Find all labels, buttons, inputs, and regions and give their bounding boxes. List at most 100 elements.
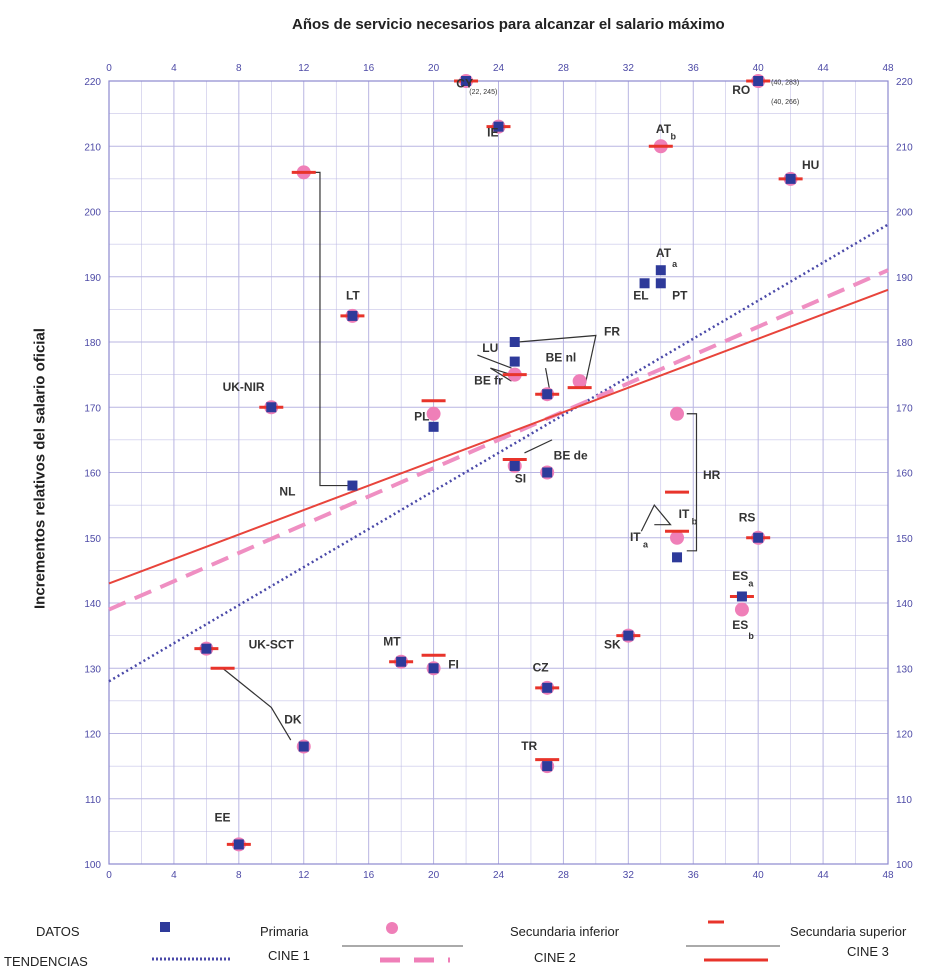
point-label: AT xyxy=(656,246,672,260)
point-datos xyxy=(639,278,650,289)
x-tick-label-top: 4 xyxy=(171,63,177,74)
x-tick-label-top: 8 xyxy=(236,63,242,74)
y-tick-label-right: 190 xyxy=(896,273,913,284)
y-tick-label-right: 210 xyxy=(896,142,913,153)
point-label: (40, 266) xyxy=(771,99,799,106)
y-tick-label-left: 190 xyxy=(84,273,101,284)
legend-secinf-label: Secundaria inferior xyxy=(510,924,620,939)
point-label: BE de xyxy=(554,448,588,462)
point-datos xyxy=(347,310,358,321)
x-tick-label-top: 12 xyxy=(298,63,310,74)
point-datos xyxy=(623,630,634,641)
point-label: a xyxy=(748,579,754,589)
x-tick-label-bottom: 16 xyxy=(363,870,375,881)
y-tick-label-right: 100 xyxy=(896,860,913,871)
y-tick-label-right: 180 xyxy=(896,338,913,349)
point-label: IT xyxy=(679,507,690,521)
point-label: IE xyxy=(487,125,498,139)
x-tick-label-top: 20 xyxy=(428,63,440,74)
point-datos xyxy=(542,467,553,478)
legend-cine3-label: CINE 3 xyxy=(847,944,889,959)
x-tick-label-top: 32 xyxy=(623,63,635,74)
point-datos xyxy=(461,76,472,86)
connector-line xyxy=(490,367,512,382)
point-label: UK-SCT xyxy=(249,638,295,652)
y-tick-label-right: 200 xyxy=(896,208,913,219)
y-tick-label-right: 120 xyxy=(896,730,913,741)
x-tick-label-bottom: 4 xyxy=(171,870,177,881)
point-label: RS xyxy=(739,510,756,524)
x-tick-label-top: 40 xyxy=(753,63,765,74)
x-tick-label-top: 44 xyxy=(818,63,830,74)
point-primaria xyxy=(426,406,441,421)
point-datos xyxy=(753,76,764,86)
legend-tendencias-label: TENDENCIAS xyxy=(4,954,88,969)
point-datos xyxy=(509,337,520,347)
point-datos xyxy=(493,121,504,132)
point-datos xyxy=(542,761,553,772)
legend: DATOS TENDENCIAS Primaria CINE 1 Secunda… xyxy=(0,918,939,974)
point-label: RO xyxy=(732,83,750,97)
x-tick-label-top: 24 xyxy=(493,63,505,74)
point-label: HR xyxy=(703,468,721,482)
connector-line xyxy=(640,504,672,532)
point-label: BE fr xyxy=(474,373,503,387)
y-tick-label-left: 200 xyxy=(84,208,101,219)
plot-frame xyxy=(108,80,889,865)
y-tick-label-left: 150 xyxy=(84,534,101,545)
legend-datos-marker xyxy=(160,922,170,932)
point-datos xyxy=(428,663,439,674)
x-tick-label-bottom: 48 xyxy=(882,870,894,881)
point-datos xyxy=(753,532,764,543)
x-tick-label-bottom: 28 xyxy=(558,870,570,881)
point-primaria xyxy=(670,530,685,545)
y-tick-label-left: 210 xyxy=(84,142,101,153)
point-datos xyxy=(509,356,520,367)
x-tick-label-bottom: 24 xyxy=(493,870,505,881)
point-label: IT xyxy=(630,530,641,544)
point-label: CY xyxy=(456,77,473,91)
tick-labels: 0044881212161620202424282832323636404044… xyxy=(84,63,913,881)
point-label: AT xyxy=(656,122,672,136)
connector-line xyxy=(686,413,698,552)
x-tick-label-top: 16 xyxy=(363,63,375,74)
trend-line xyxy=(108,223,889,683)
x-tick-label-top: 28 xyxy=(558,63,570,74)
point-datos xyxy=(396,656,407,667)
data-points xyxy=(194,74,803,852)
point-datos xyxy=(298,741,309,752)
connector-line xyxy=(477,354,512,369)
y-tick-label-left: 140 xyxy=(84,599,101,610)
point-label: ES xyxy=(732,569,748,583)
point-datos xyxy=(266,402,277,413)
point-label: PT xyxy=(672,289,688,303)
point-label: TR xyxy=(521,739,537,753)
trend-line xyxy=(108,288,889,585)
x-tick-label-bottom: 12 xyxy=(298,870,310,881)
y-tick-label-right: 150 xyxy=(896,534,913,545)
point-datos xyxy=(785,173,796,184)
legend-datos-label: DATOS xyxy=(36,924,80,939)
point-label: UK-NIR xyxy=(223,380,265,394)
grid xyxy=(108,80,889,865)
point-label: b xyxy=(671,132,677,142)
point-datos xyxy=(542,389,553,400)
x-tick-label-bottom: 0 xyxy=(106,870,112,881)
y-tick-label-right: 220 xyxy=(896,77,913,88)
y-tick-label-left: 160 xyxy=(84,469,101,480)
trend-lines xyxy=(108,223,889,683)
y-tick-label-left: 100 xyxy=(84,860,101,871)
point-label: b xyxy=(692,517,698,527)
legend-cine2-label: CINE 2 xyxy=(534,950,576,965)
point-primaria xyxy=(670,406,685,421)
y-tick-label-right: 140 xyxy=(896,599,913,610)
y-tick-label-left: 180 xyxy=(84,338,101,349)
point-label: b xyxy=(748,631,754,641)
point-label: BE nl xyxy=(546,351,577,365)
point-primaria xyxy=(734,602,749,617)
y-tick-label-right: 110 xyxy=(896,795,912,806)
connector-line xyxy=(524,439,553,454)
point-label: (22, 245) xyxy=(469,89,497,96)
x-tick-label-top: 36 xyxy=(688,63,700,74)
x-tick-label-bottom: 32 xyxy=(623,870,635,881)
